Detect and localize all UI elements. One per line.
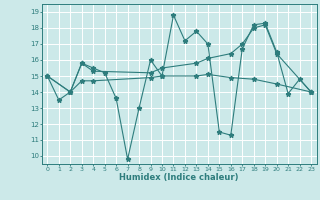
X-axis label: Humidex (Indice chaleur): Humidex (Indice chaleur) (119, 173, 239, 182)
